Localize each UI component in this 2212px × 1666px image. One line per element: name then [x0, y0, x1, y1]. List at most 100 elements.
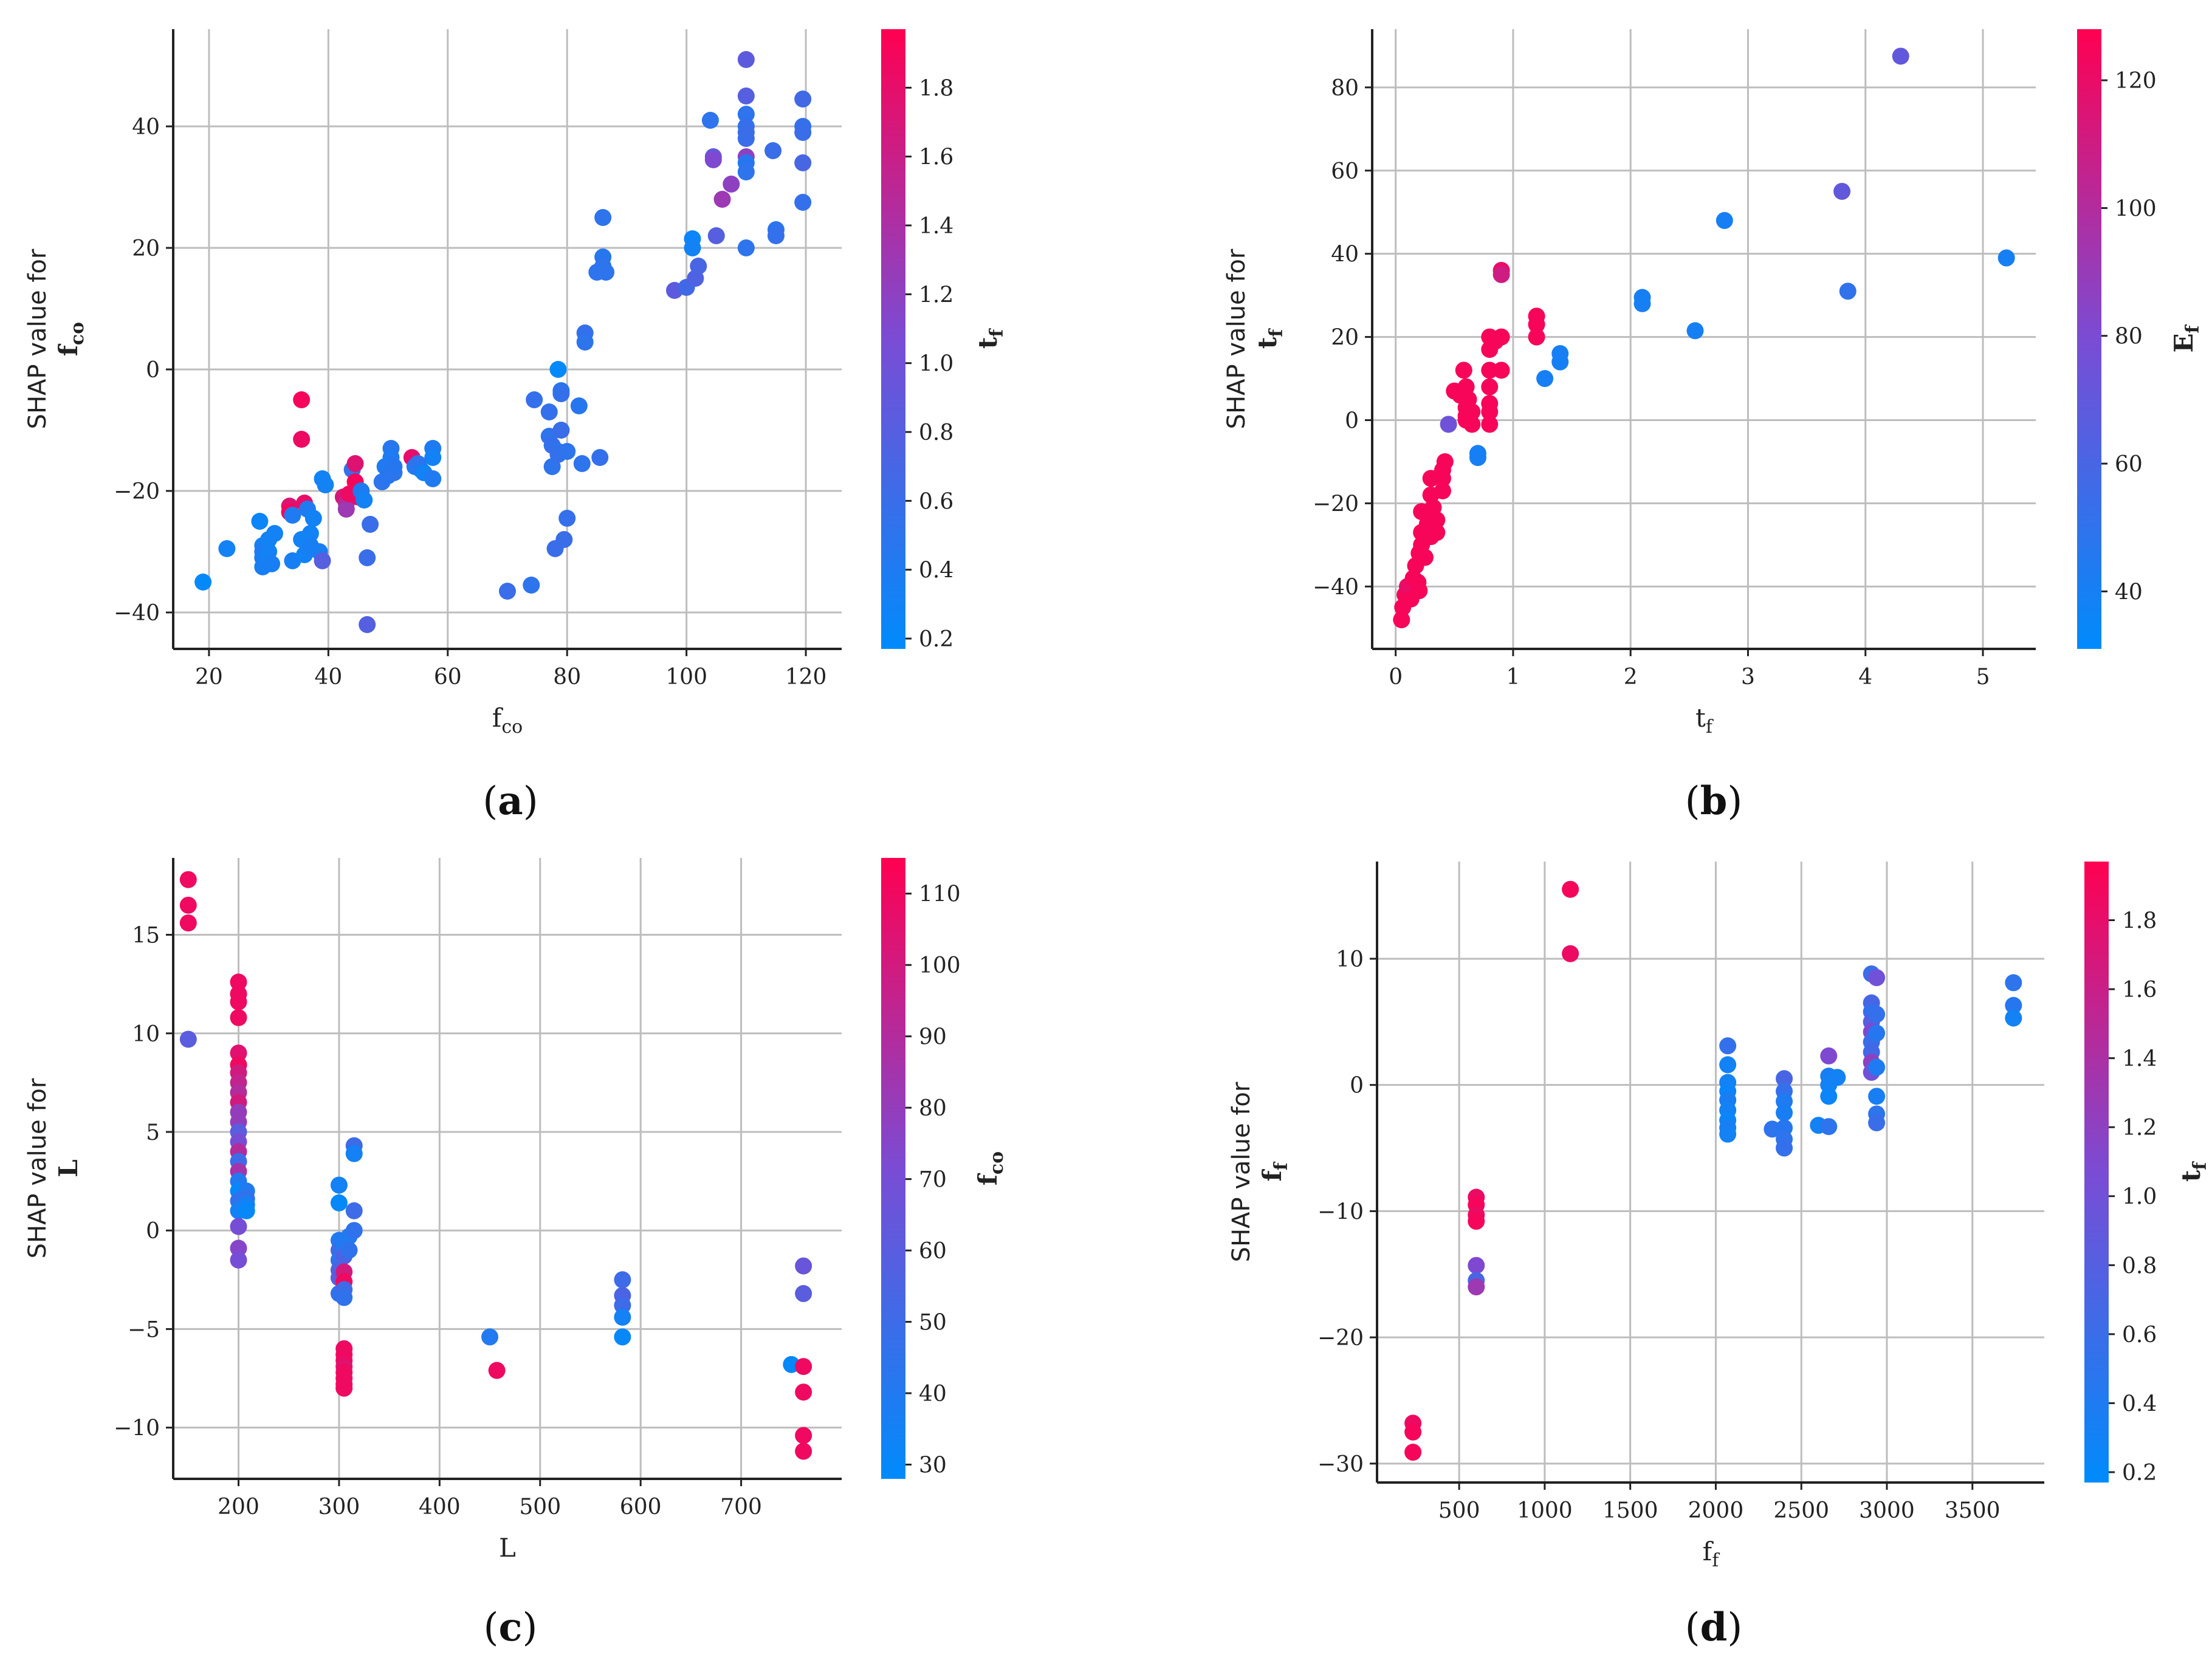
data-point	[346, 455, 364, 472]
data-point	[795, 1285, 812, 1303]
y-tick-label: 10	[1336, 947, 1364, 972]
data-point	[488, 1362, 506, 1379]
y-tick-label: −20	[114, 479, 160, 504]
data-point	[304, 510, 322, 527]
data-point	[1492, 328, 1510, 346]
data-point	[1686, 322, 1704, 340]
data-point	[251, 513, 269, 530]
x-axis-label: L	[499, 1533, 516, 1563]
colorbar-tick-label: 1.6	[919, 145, 953, 170]
data-point	[424, 449, 442, 466]
colorbar-tick-label: 0.8	[919, 420, 953, 445]
data-point	[526, 391, 543, 408]
colorbar-label: Ef	[2169, 324, 2203, 352]
x-tick-label: 5	[1976, 665, 1990, 690]
data-point	[335, 1379, 353, 1397]
data-point	[1463, 403, 1481, 420]
y-tick-label: −10	[114, 1416, 160, 1441]
data-point	[690, 258, 707, 275]
data-point	[1820, 1088, 1838, 1105]
data-point	[481, 1328, 499, 1346]
colorbar	[2084, 862, 2109, 1483]
x-tick-label: 700	[720, 1495, 762, 1520]
y-axis-label-var: L	[53, 1159, 83, 1178]
data-point	[230, 1251, 247, 1269]
data-point	[794, 124, 812, 141]
data-point	[2005, 1009, 2022, 1027]
data-point	[266, 525, 283, 542]
data-point	[355, 492, 373, 509]
data-point	[1434, 482, 1451, 499]
data-point	[2005, 996, 2022, 1014]
y-tick-label: 40	[1331, 242, 1359, 267]
x-tick-label: 400	[419, 1495, 461, 1520]
data-point	[737, 51, 755, 68]
data-point	[385, 458, 403, 475]
y-axis-label-var: fco	[53, 322, 88, 356]
data-point	[1562, 945, 1579, 962]
y-axis-label-var: ff	[1257, 1161, 1292, 1181]
data-point	[767, 227, 785, 244]
data-point	[1716, 211, 1733, 229]
x-tick-label: 2000	[1688, 1498, 1744, 1523]
data-point	[523, 577, 540, 594]
data-point	[737, 106, 755, 123]
data-point	[335, 1289, 353, 1306]
data-point	[737, 239, 755, 256]
x-tick-label: 500	[1438, 1498, 1480, 1523]
x-tick-label: 3000	[1859, 1498, 1915, 1523]
data-point	[1719, 1056, 1737, 1074]
colorbar-tick-label: 0.6	[919, 489, 953, 514]
colorbar-tick-label: 1.2	[2122, 1116, 2157, 1140]
data-point	[737, 130, 755, 147]
y-tick-label: 15	[132, 924, 160, 948]
data-point	[194, 574, 212, 591]
x-tick-label: 200	[218, 1495, 259, 1520]
x-tick-label: 600	[620, 1495, 662, 1520]
data-point	[1481, 362, 1499, 379]
data-point	[1410, 582, 1428, 600]
data-point	[723, 176, 740, 193]
x-tick-label: 2500	[1773, 1498, 1829, 1523]
y-axis-label-prefix: SHAP value for	[24, 1078, 52, 1258]
y-tick-label: −40	[114, 601, 160, 626]
data-point	[230, 1009, 247, 1026]
data-point	[552, 422, 570, 439]
x-tick-label: 40	[314, 665, 342, 690]
data-point	[558, 443, 576, 460]
data-point	[499, 583, 516, 600]
data-point	[591, 449, 609, 466]
data-point	[230, 1218, 247, 1235]
colorbar-tick-label: 110	[919, 882, 961, 907]
data-point	[1719, 1125, 1737, 1143]
data-point	[293, 391, 311, 408]
y-axis-label-var: tf	[1252, 328, 1287, 349]
colorbar-tick-label: 1.8	[2122, 909, 2157, 934]
data-point	[1839, 283, 1856, 300]
data-point	[549, 361, 567, 378]
colorbar-label: tf	[973, 328, 1008, 349]
colorbar-tick-label: 0.4	[2122, 1391, 2157, 1416]
data-point	[570, 397, 588, 414]
y-tick-label: 5	[146, 1120, 160, 1145]
data-point	[359, 616, 376, 633]
data-point	[1440, 416, 1457, 433]
data-point	[1468, 1213, 1485, 1230]
x-tick-label: 1000	[1517, 1498, 1573, 1523]
colorbar-tick-label: 0.2	[2122, 1461, 2157, 1486]
data-point	[795, 1358, 812, 1376]
data-point	[1481, 416, 1499, 433]
x-tick-label: 4	[1858, 665, 1872, 690]
colorbar-tick-label: 40	[2115, 580, 2143, 605]
x-tick-label: 1	[1506, 665, 1520, 690]
y-axis-label-prefix: SHAP value for	[1223, 249, 1251, 429]
data-point	[795, 1383, 812, 1401]
colorbar-tick-label: 0.2	[919, 627, 953, 652]
data-point	[1404, 1444, 1422, 1461]
data-point	[337, 501, 355, 518]
y-tick-label: 20	[132, 236, 160, 261]
x-axis-label: fco	[492, 703, 523, 738]
data-point	[1428, 511, 1446, 529]
data-point	[1481, 378, 1499, 396]
